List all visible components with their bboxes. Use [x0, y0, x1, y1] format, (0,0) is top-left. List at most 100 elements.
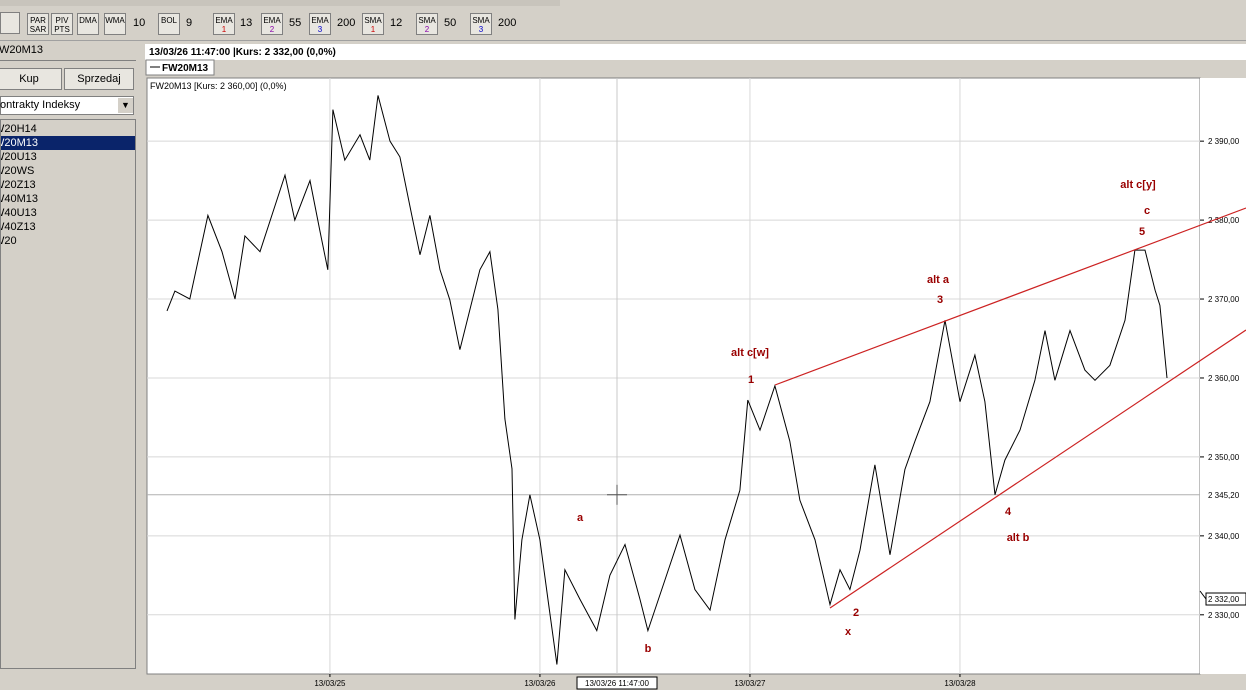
instrument-list: W20H14W20M13W20U13 W20WS W20Z13 W40M13 W40U1… [0, 119, 136, 669]
chart-icon-button[interactable] [0, 12, 20, 34]
button-text: 1 [221, 25, 227, 34]
list-item[interactable]: W40M13 [1, 193, 39, 205]
x-tick-label: 13/03/25 [314, 679, 346, 688]
wave-label: c [1144, 205, 1150, 217]
button-text: SAR [29, 25, 47, 34]
chart: 13/03/26 11:47:00 |Kurs: 2 332,00 (0,0%)… [140, 42, 1246, 690]
button-text: 2 [269, 25, 275, 34]
list-item[interactable]: W40U13 [1, 207, 37, 219]
left-panel: W20M13 Kup Sprzedaj ontrakty Indeksy ▼ W… [0, 40, 138, 690]
indicator-button[interactable]: SMA 2 [416, 13, 438, 35]
dropdown-text: ontrakty Indeksy [0, 99, 81, 111]
wave-label: 5 [1139, 226, 1145, 238]
wave-label: a [577, 512, 584, 524]
button-text: PIV [55, 16, 69, 25]
last-price-tick [1199, 590, 1207, 600]
divider [0, 60, 136, 61]
button-text: EMA [311, 16, 329, 25]
cursor-y-label: 2 345,20 [1208, 491, 1240, 500]
wave-label: 3 [937, 294, 943, 306]
sell-button[interactable]: Sprzedaj [64, 68, 134, 90]
y-tick-label: 2 340,00 [1208, 532, 1240, 541]
button-text: SMA [472, 16, 490, 25]
indicator-button[interactable]: DMA [77, 13, 99, 35]
button-text: 3 [478, 25, 484, 34]
plot-area [146, 77, 1201, 675]
toolbar-top-row [0, 0, 560, 6]
y-tick-label: 2 330,00 [1208, 611, 1240, 620]
trendline [829, 329, 1246, 609]
indicator-button[interactable]: SMA 1 [362, 13, 384, 35]
wave-label: alt a [927, 274, 950, 286]
button-text: PTS [54, 25, 70, 34]
indicator-period: 12 [390, 17, 403, 29]
button-text: SMA [364, 16, 382, 25]
button-text: BOL [160, 16, 177, 25]
y-tick-label: 2 390,00 [1208, 137, 1240, 146]
wave-label: alt c[y] [1120, 179, 1156, 191]
panel-title: W20M13 [0, 44, 44, 56]
last-price-label: 2 332,00 [1208, 595, 1240, 604]
indicator-period: 55 [289, 17, 302, 29]
indicator-button[interactable]: PAR SAR [27, 13, 49, 35]
indicator-period: 50 [444, 17, 457, 29]
y-tick-label: 2 360,00 [1208, 374, 1240, 383]
indicator-button[interactable]: EMA 1 [213, 13, 235, 35]
indicator-period: 200 [498, 17, 517, 29]
indicator-button[interactable]: WMA [104, 13, 126, 35]
cursor-x-label: 13/03/26 11:47:00 [585, 679, 649, 688]
trendline [774, 207, 1246, 386]
x-tick-label: 13/03/28 [944, 679, 976, 688]
indicator-period: 200 [337, 17, 356, 29]
list-item[interactable]: W20M13 [1, 136, 135, 150]
x-tick-label: 13/03/27 [734, 679, 766, 688]
indicator-button[interactable]: SMA 3 [470, 13, 492, 35]
button-text: 3 [317, 25, 323, 34]
list-item[interactable]: W20Z13 [1, 179, 36, 191]
chart-subtitle: FW20M13 [Kurs: 2 360,00] (0,0%) [150, 81, 287, 91]
series-tab[interactable] [145, 59, 215, 76]
x-tick-label: 13/03/26 [524, 679, 556, 688]
y-tick-label: 2 350,00 [1208, 453, 1240, 462]
chart-header: 13/03/26 11:47:00 |Kurs: 2 332,00 (0,0%) [149, 47, 336, 58]
wave-label: alt c[w] [731, 347, 769, 359]
indicator-period: 9 [186, 17, 193, 29]
legend-label: FW20M13 [162, 63, 209, 74]
header-bar [145, 44, 1246, 60]
indicator-button[interactable]: PIV PTS [51, 13, 73, 35]
button-text: DMA [79, 16, 97, 25]
button-text: EMA [215, 16, 233, 25]
dropdown-arrow[interactable]: ▼ [118, 98, 133, 113]
indicator-period: 13 [240, 17, 253, 29]
wave-label: alt b [1007, 532, 1030, 544]
indicator-button[interactable]: EMA 2 [261, 13, 283, 35]
wave-label: x [845, 626, 852, 638]
cursor-x-box [576, 676, 658, 690]
y-axis-area [1200, 78, 1246, 674]
wave-label: 2 [853, 607, 859, 619]
wave-label: 1 [748, 374, 754, 386]
list-item[interactable]: W20WS [1, 165, 35, 177]
y-tick-label: 2 370,00 [1208, 295, 1240, 304]
indicator-period: 10 [133, 17, 146, 29]
wave-label: b [645, 643, 652, 655]
buy-button[interactable]: Kup [0, 68, 62, 90]
button-text: SMA [418, 16, 436, 25]
list-item[interactable]: W40Z13 [1, 221, 36, 233]
list-item[interactable]: W20U13 [1, 151, 37, 163]
indicator-button[interactable]: EMA 3 [309, 13, 331, 35]
price-line [166, 95, 1168, 665]
button-text: 2 [424, 25, 430, 34]
list-item[interactable]: W20H14 [1, 123, 37, 135]
y-tick-label: 2 380,00 [1208, 216, 1240, 225]
indicator-button[interactable]: BOL [158, 13, 180, 35]
button-text: WMA [105, 16, 125, 25]
list-item[interactable]: W20 [1, 235, 17, 247]
dropdown[interactable]: ontrakty Indeksy ▼ [0, 96, 134, 115]
toolbar: PAR SAR PIV PTS DMA WMA 10 BOL 9 EMA 1 13 EMA 2 55 EMA 3… [0, 0, 1246, 41]
button-text: 1 [370, 25, 376, 34]
button-text: PAR [30, 16, 46, 25]
wave-label: 4 [1005, 506, 1012, 518]
button-text: EMA [263, 16, 281, 25]
